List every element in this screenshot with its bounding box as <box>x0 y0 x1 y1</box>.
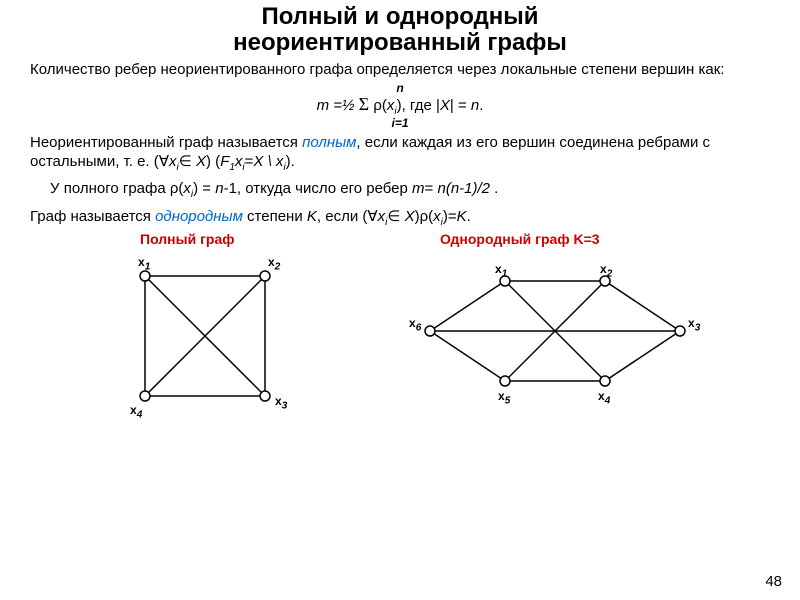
slide-title: Полный и однородный неориентированный гр… <box>0 0 800 57</box>
paragraph-3: У полного графа ρ(xi) = n-1, откуда числ… <box>0 176 800 204</box>
diagrams-area: Полный графx1x2x3x4Однородный граф K=3x1… <box>0 231 800 461</box>
graph-node <box>260 271 270 281</box>
graph-node <box>140 391 150 401</box>
diagram-title: Однородный граф K=3 <box>440 231 600 247</box>
paragraph-1: Количество ребер неориентированного граф… <box>0 57 800 82</box>
graph-svg <box>400 261 710 431</box>
graph-edge <box>605 331 680 381</box>
paragraph-4: Граф называется однородным степени K, ес… <box>0 204 800 232</box>
formula: n m =½ Σ ρ(xi), где |X| = n. i=1 <box>0 82 800 130</box>
graph-node <box>140 271 150 281</box>
graph-node <box>260 391 270 401</box>
graph-node <box>600 276 610 286</box>
graph-node <box>500 376 510 386</box>
graph-edge <box>430 281 505 331</box>
graph-edge <box>430 331 505 381</box>
graph-svg <box>110 251 310 431</box>
graph-node <box>600 376 610 386</box>
diagram-title: Полный граф <box>140 231 235 247</box>
graph-node <box>425 326 435 336</box>
graph-node <box>675 326 685 336</box>
graph-edge <box>605 281 680 331</box>
paragraph-2: Неориентированный граф называется полным… <box>0 130 800 176</box>
page-number: 48 <box>765 573 782 590</box>
graph-node <box>500 276 510 286</box>
